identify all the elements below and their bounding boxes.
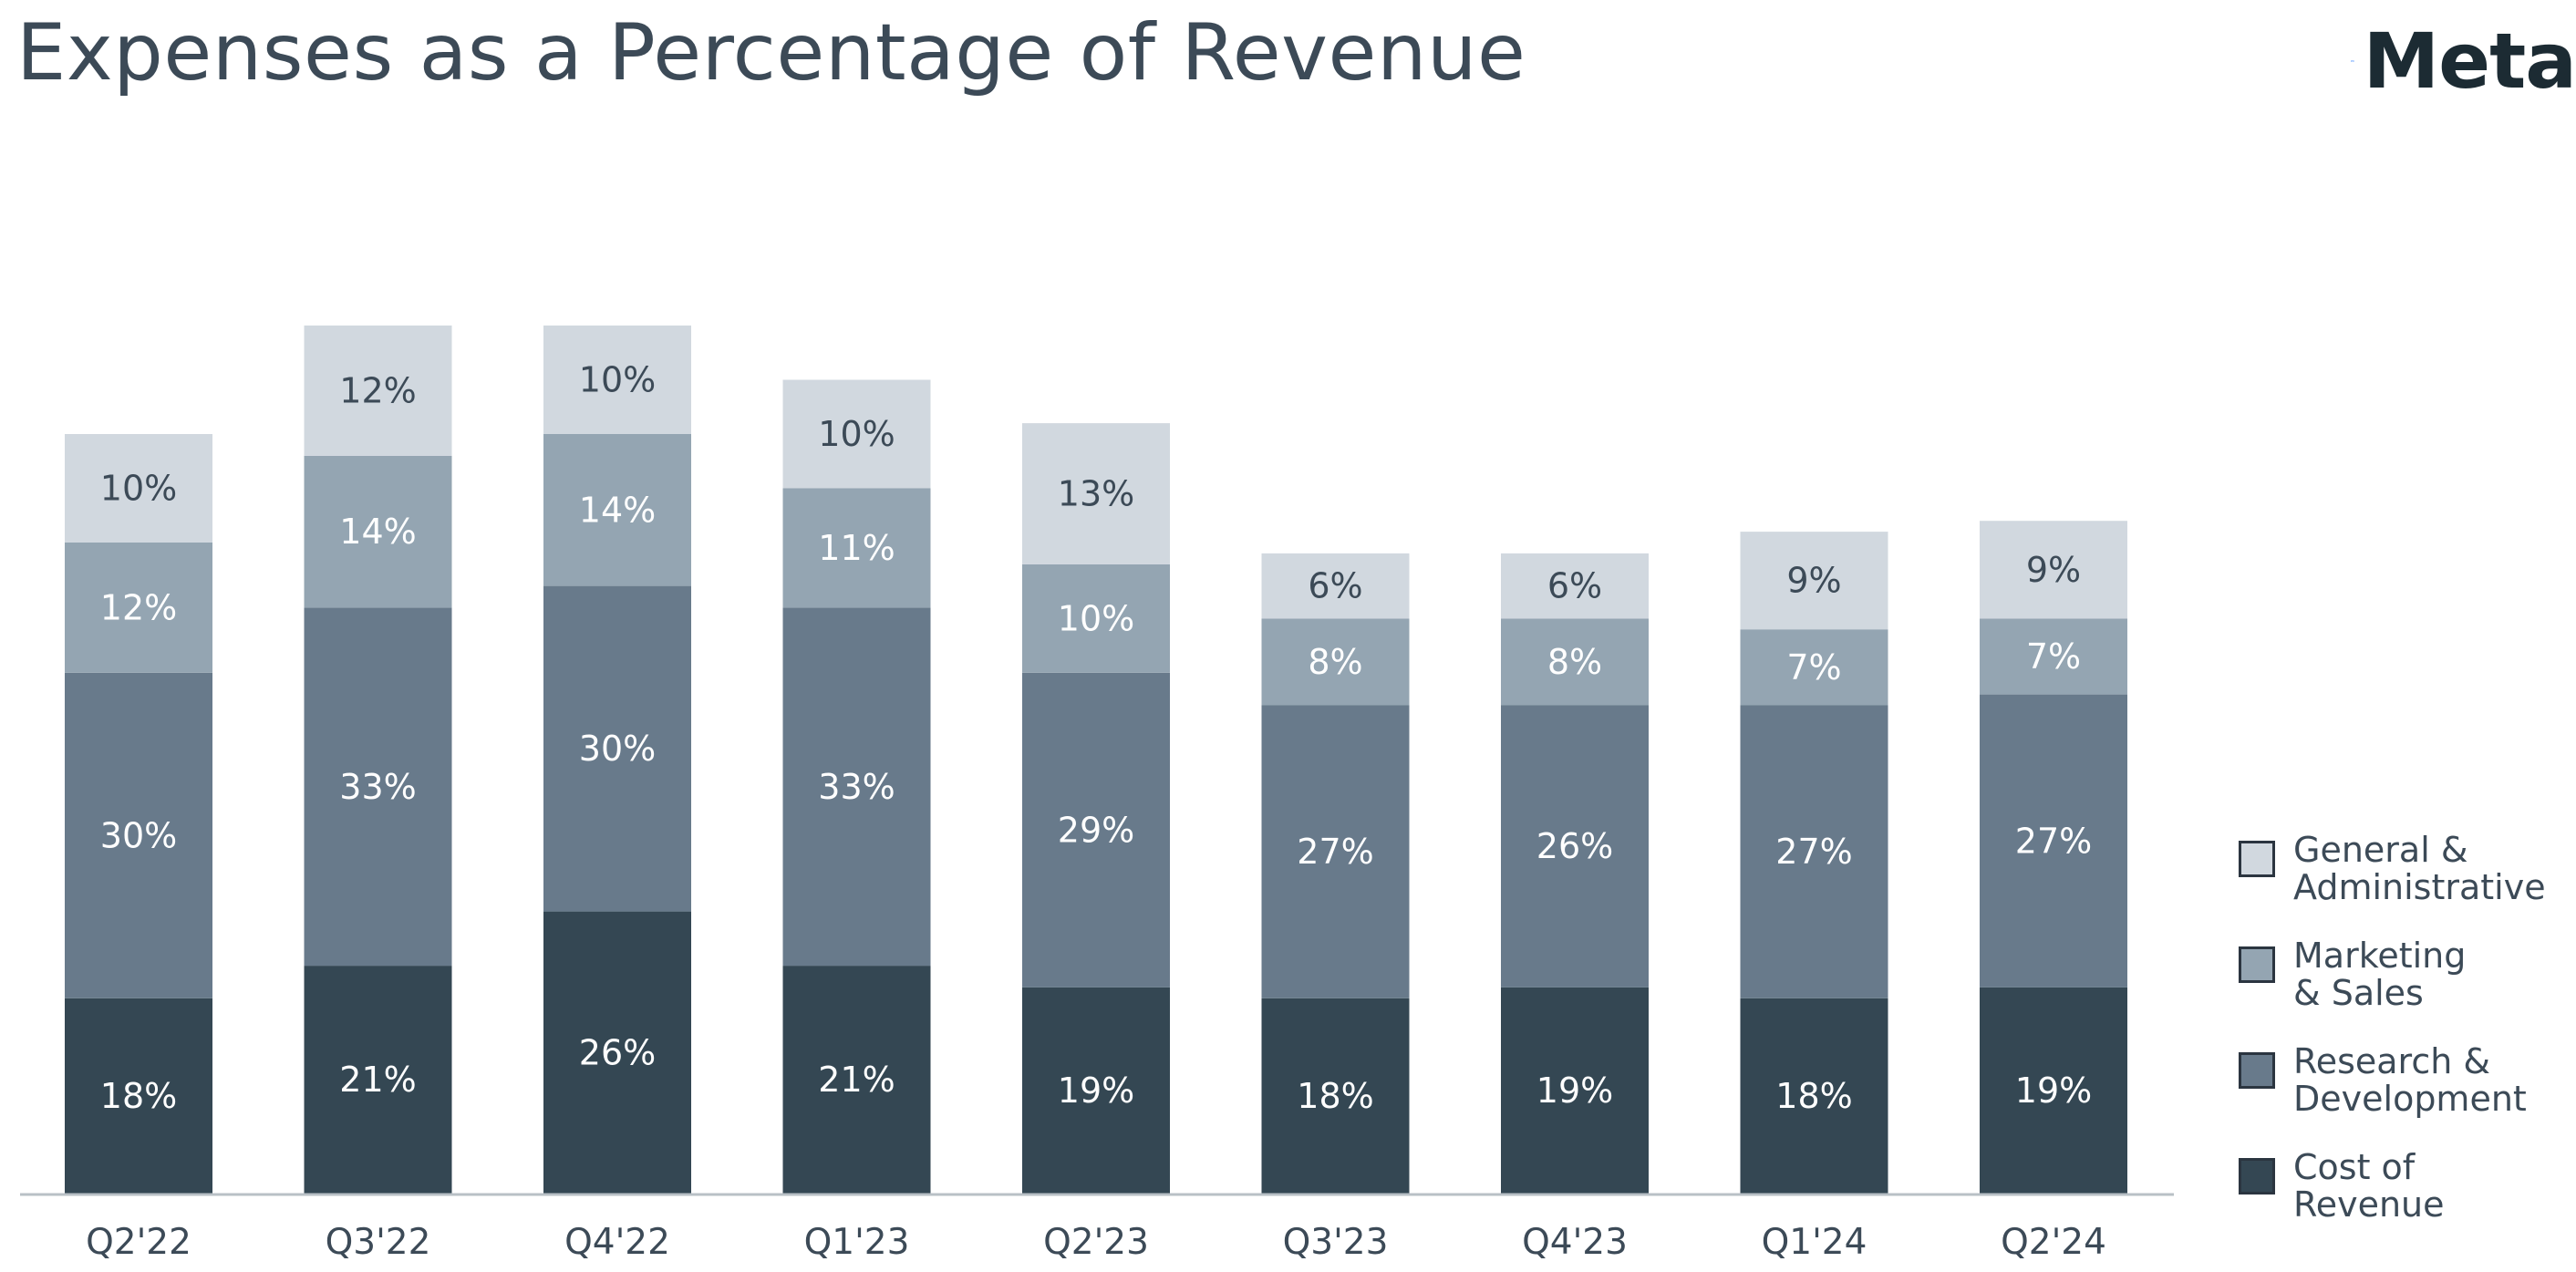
bar-segment-cost-of-revenue [304, 966, 452, 1194]
bar-segment-cost-of-revenue [543, 911, 691, 1194]
data-label: 12% [339, 370, 416, 410]
x-tick-label: Q1'24 [1762, 1222, 1867, 1263]
legend-swatch [2239, 841, 2275, 877]
x-tick-label: Q2'23 [1043, 1222, 1149, 1263]
data-label: 18% [1775, 1076, 1852, 1116]
bar-segment-marketing-sales [1261, 618, 1410, 706]
bar-segment-research-development [543, 585, 691, 912]
bar-segment-marketing-sales [1740, 629, 1888, 706]
bar-segment-general-administrative [1261, 553, 1410, 619]
legend-item-marketing-sales: Marketing & Sales [2239, 937, 2567, 1049]
data-label: 8% [1308, 642, 1362, 682]
x-tick-label: Q1'23 [804, 1222, 910, 1263]
legend-swatch [2239, 1158, 2275, 1194]
bar-segment-marketing-sales [304, 455, 452, 608]
data-label: 18% [100, 1076, 177, 1116]
x-tick-label: Q4'22 [564, 1222, 670, 1263]
data-label: 33% [339, 767, 416, 807]
bar-segment-research-development [304, 607, 452, 967]
bar-segment-cost-of-revenue [1501, 987, 1649, 1194]
data-label: 19% [1536, 1070, 1613, 1111]
legend-label: Research & Development [2293, 1041, 2527, 1119]
bar-segment-research-development [65, 672, 212, 998]
bar-segment-general-administrative [1740, 532, 1888, 630]
stacked-bar-chart: 18% 30% 12% 10% Q2'22 21% 33% 14% 12% Q3'22 26% 30%… [20, 326, 2174, 1263]
data-label: 27% [2015, 821, 2092, 861]
data-label: 8% [1547, 642, 1602, 682]
data-label: 21% [818, 1060, 895, 1100]
bar-segment-research-development [1022, 672, 1170, 988]
bar-segment-general-administrative [782, 379, 931, 489]
meta-logo: Meta [2351, 20, 2576, 102]
data-label: 30% [579, 729, 656, 769]
bar-segment-cost-of-revenue [1740, 998, 1888, 1194]
data-label: 9% [1786, 561, 1841, 601]
legend-label: General & Administrative [2293, 830, 2546, 907]
x-tick-label: Q3'22 [326, 1222, 431, 1263]
bar-segment-general-administrative [1501, 553, 1649, 619]
legend-swatch [2239, 1052, 2275, 1089]
chart-title: Expenses as a Percentage of Revenue [16, 7, 1526, 98]
data-label: 33% [818, 767, 895, 807]
bar-segment-cost-of-revenue [1261, 998, 1410, 1194]
data-label: 13% [1058, 473, 1134, 513]
data-label: 7% [2026, 636, 2081, 677]
bar-segment-general-administrative [1980, 521, 2127, 619]
data-label: 10% [818, 414, 895, 454]
legend-item-cost-of-revenue: Cost of Revenue [2239, 1149, 2567, 1260]
x-tick-label: Q2'22 [86, 1222, 191, 1263]
data-label: 6% [1547, 566, 1602, 606]
data-label: 30% [100, 815, 177, 855]
bar-segment-cost-of-revenue [1980, 987, 2127, 1194]
data-label: 29% [1058, 810, 1134, 850]
x-tick-label: Q3'23 [1283, 1222, 1389, 1263]
data-label: 21% [339, 1060, 416, 1100]
data-label: 7% [1786, 647, 1841, 688]
data-label: 27% [1297, 832, 1373, 872]
data-label: 10% [579, 360, 656, 400]
legend-swatch [2239, 946, 2275, 983]
data-label: 18% [1297, 1076, 1373, 1116]
legend-label: Marketing & Sales [2293, 936, 2467, 1013]
data-label: 26% [1536, 826, 1613, 866]
bar-segment-general-administrative [304, 326, 452, 456]
bar-segment-research-development [1980, 694, 2127, 988]
legend-item-research-development: Research & Development [2239, 1043, 2567, 1154]
bar-segment-research-development [1261, 705, 1410, 998]
data-label: 26% [579, 1032, 656, 1072]
data-label: 12% [100, 587, 177, 627]
x-tick-label: Q2'24 [2001, 1222, 2106, 1263]
bar-segment-marketing-sales [1980, 618, 2127, 695]
meta-infinity-icon [2351, 60, 2354, 62]
bar-segment-research-development [1740, 705, 1888, 998]
data-label: 10% [1058, 598, 1134, 638]
data-label: 19% [2015, 1070, 2092, 1111]
data-label: 14% [579, 490, 656, 530]
bar-segment-research-development [1501, 705, 1649, 988]
bar-segment-research-development [782, 607, 931, 967]
bar-segment-marketing-sales [782, 488, 931, 608]
bar-segment-cost-of-revenue [65, 998, 212, 1194]
data-label: 6% [1308, 566, 1362, 606]
meta-wordmark: Meta [2363, 20, 2576, 102]
legend-label: Cost of Revenue [2293, 1147, 2445, 1225]
data-label: 11% [818, 528, 895, 568]
bar-segment-general-administrative [543, 326, 691, 434]
x-tick-label: Q4'23 [1522, 1222, 1628, 1263]
bar-segment-marketing-sales [1022, 564, 1170, 673]
legend: General & Administrative Marketing & Sal… [2239, 832, 2567, 1260]
bar-segment-cost-of-revenue [782, 966, 931, 1194]
data-label: 19% [1058, 1070, 1134, 1111]
bar-segment-marketing-sales [1501, 618, 1649, 706]
data-label: 10% [100, 469, 177, 509]
bar-segment-general-administrative [1022, 423, 1170, 564]
bar-segment-marketing-sales [543, 434, 691, 586]
bar-segment-cost-of-revenue [1022, 987, 1170, 1194]
bar-segment-general-administrative [65, 434, 212, 543]
legend-item-general-administrative: General & Administrative [2239, 832, 2567, 943]
bar-segment-marketing-sales [65, 543, 212, 673]
data-label: 27% [1775, 832, 1852, 872]
data-label: 14% [339, 512, 416, 552]
data-label: 9% [2026, 550, 2081, 590]
